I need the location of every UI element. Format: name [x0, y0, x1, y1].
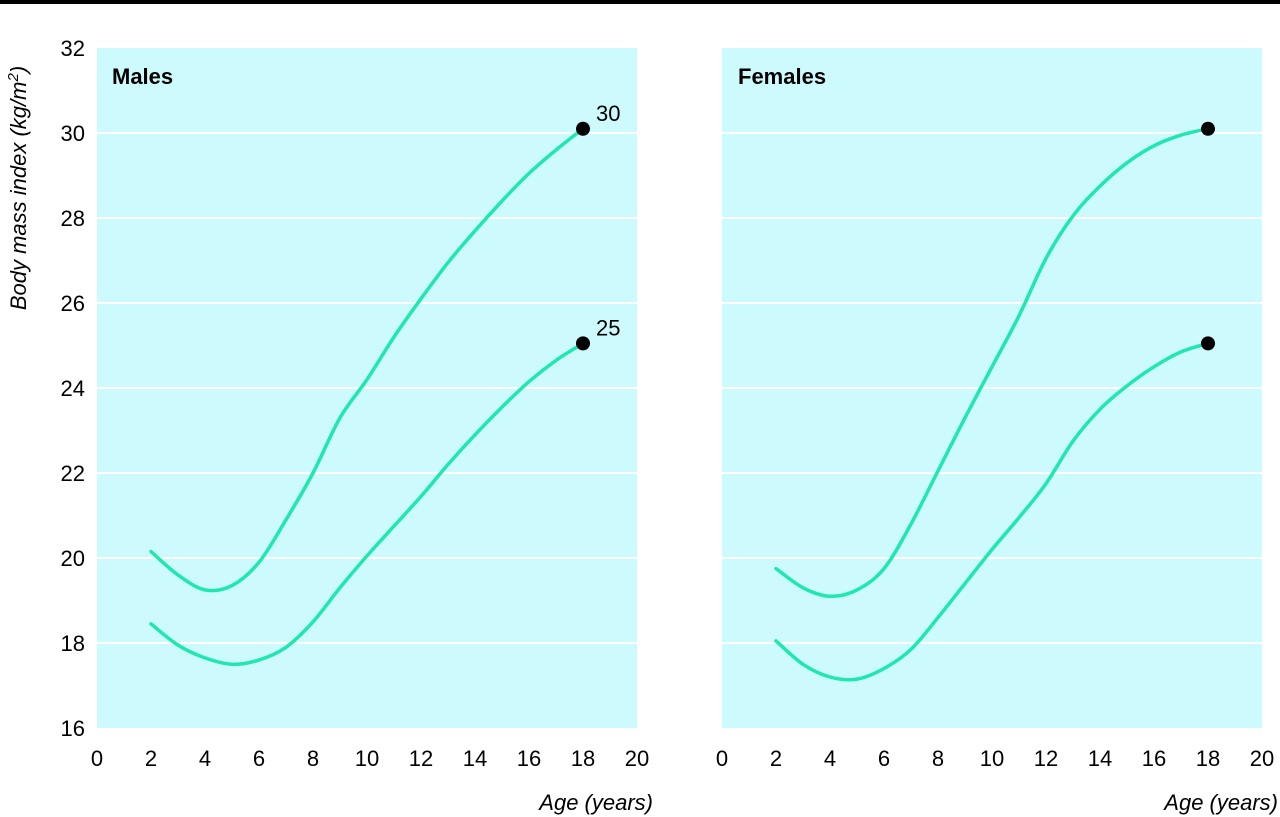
y-tick-label: 16	[61, 716, 85, 741]
x-tick-label: 16	[517, 746, 541, 771]
x-tick-label: 18	[571, 746, 595, 771]
x-tick-label: 4	[199, 746, 211, 771]
y-axis-title-main: Body mass index (kg/m	[6, 82, 31, 311]
y-tick-label: 26	[61, 291, 85, 316]
x-tick-label: 14	[1088, 746, 1112, 771]
x-tick-label: 8	[307, 746, 319, 771]
endpoint-marker	[576, 336, 590, 351]
x-tick-label: 20	[625, 746, 649, 771]
x-tick-label: 18	[1196, 746, 1220, 771]
x-tick-label: 0	[716, 746, 728, 771]
x-tick-label: 4	[824, 746, 836, 771]
females-panel: 0 2 4 6 8 10 12 14 16 18 20 Age (years) Females	[716, 48, 1278, 815]
endpoint-marker	[576, 121, 590, 136]
y-tick-label: 30	[61, 121, 85, 146]
x-tick-label: 2	[770, 746, 782, 771]
x-tick-label: 8	[932, 746, 944, 771]
x-tick-label: 6	[878, 746, 890, 771]
panel-title: Females	[738, 64, 826, 89]
x-tick-label: 6	[253, 746, 265, 771]
series-line	[774, 126, 1210, 599]
x-tick-label: 12	[409, 746, 433, 771]
endpoint-label: 30	[596, 101, 620, 126]
y-axis-title-tail: )	[6, 66, 31, 76]
x-tick-label: 0	[91, 746, 103, 771]
y-tick-label: 24	[61, 376, 85, 401]
endpoint-marker	[1201, 336, 1215, 351]
panel-title: Males	[112, 64, 173, 89]
endpoint-marker	[1201, 121, 1215, 136]
top-rule	[0, 0, 1280, 4]
x-axis-title: Age (years)	[537, 790, 653, 815]
y-axis-title: Body mass index (kg/m2)	[5, 66, 32, 310]
series-line	[149, 341, 585, 667]
y-tick-label: 28	[61, 206, 85, 231]
y-tick-label: 18	[61, 631, 85, 656]
x-axis-title: Age (years)	[1162, 790, 1278, 815]
x-tick-label: 14	[463, 746, 487, 771]
y-tick-label: 20	[61, 546, 85, 571]
x-tick-label: 10	[980, 746, 1004, 771]
x-tick-label: 12	[1034, 746, 1058, 771]
x-tick-label: 10	[355, 746, 379, 771]
y-tick-label: 32	[61, 36, 85, 61]
y-tick-label: 22	[61, 461, 85, 486]
y-axis-title-sup: 2	[5, 73, 22, 83]
x-tick-label: 2	[145, 746, 157, 771]
svg-text:Body mass index (kg/m2): Body mass index (kg/m2)	[5, 66, 32, 310]
series-line	[149, 126, 585, 593]
series-line	[774, 341, 1210, 682]
endpoint-label: 25	[596, 315, 620, 340]
x-tick-label: 20	[1250, 746, 1274, 771]
x-tick-label: 16	[1142, 746, 1166, 771]
